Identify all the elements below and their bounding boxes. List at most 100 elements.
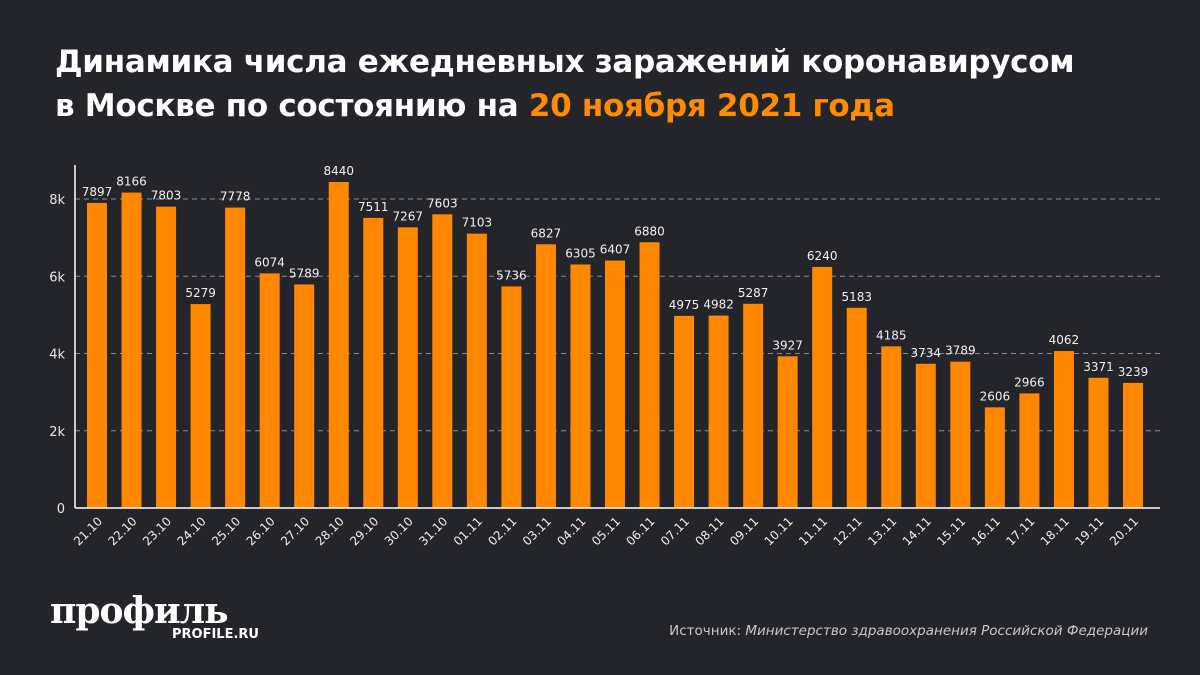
bar: [639, 242, 660, 508]
title-date: 20 ноября 2021 года: [528, 88, 895, 124]
bar: [1053, 351, 1074, 508]
x-tick-label: 27.10: [278, 514, 312, 548]
x-tick-label: 30.10: [382, 514, 416, 548]
x-tick-label: 31.10: [416, 514, 450, 548]
bar: [294, 284, 315, 508]
x-tick-label: 15.11: [934, 514, 968, 548]
x-tick-label: 17.11: [1003, 514, 1037, 548]
data-label: 4062: [1049, 333, 1080, 347]
bar: [225, 207, 246, 508]
bar: [1019, 393, 1040, 508]
bar: [156, 206, 177, 508]
x-tick-label: 05.11: [589, 514, 623, 548]
data-label: 3371: [1083, 360, 1114, 374]
bar: [605, 260, 625, 508]
data-label: 4982: [703, 298, 734, 312]
bar: [950, 361, 971, 508]
data-label: 6074: [254, 255, 285, 269]
bar: [87, 202, 107, 508]
x-tick-label: 28.10: [313, 514, 347, 548]
data-label: 7778: [220, 190, 251, 204]
data-label: 4185: [876, 328, 907, 342]
x-tick-label: 12.11: [831, 514, 865, 548]
data-label: 5736: [496, 268, 527, 282]
data-label: 3789: [945, 344, 976, 358]
title-line-2-prefix: в Москве по состоянию на: [55, 88, 529, 124]
x-tick-label: 22.10: [105, 514, 139, 548]
x-tick-label: 16.11: [969, 514, 1003, 548]
data-label: 5287: [738, 286, 769, 300]
title-line-2: в Москве по состоянию на 20 ноября 2021 …: [55, 84, 1074, 128]
x-tick-label: 03.11: [520, 514, 554, 548]
bar: [812, 266, 833, 508]
source-note: Источник: Министерство здравоохранения Р…: [669, 623, 1148, 639]
bar: [881, 346, 902, 508]
data-label: 3927: [772, 338, 803, 352]
data-label: 5279: [185, 286, 216, 300]
x-tick-label: 06.11: [623, 514, 657, 548]
x-tick-label: 13.11: [865, 514, 899, 548]
x-tick-label: 07.11: [658, 514, 692, 548]
bar: [984, 407, 1005, 508]
x-tick-label: 24.10: [175, 514, 209, 548]
y-tick-label: 2k: [49, 425, 65, 440]
x-tick-label: 23.10: [140, 514, 174, 548]
data-label: 8440: [323, 164, 354, 178]
data-label: 5789: [289, 266, 320, 280]
x-tick-label: 29.10: [347, 514, 381, 548]
x-tick-label: 25.10: [209, 514, 243, 548]
data-label: 2966: [1014, 375, 1045, 389]
source-name: Министерство здравоохранения Российской …: [745, 623, 1148, 639]
bar: [121, 192, 142, 508]
bar: [1088, 377, 1109, 508]
bar: [674, 315, 695, 508]
data-label: 7511: [358, 200, 389, 214]
bar: [846, 307, 867, 508]
logo: профиль: [50, 590, 229, 632]
bar: [535, 244, 556, 508]
bar: [777, 356, 798, 508]
bar: [915, 363, 936, 508]
x-tick-label: 02.11: [485, 514, 519, 548]
data-label: 7603: [427, 196, 458, 210]
data-label: 2606: [980, 389, 1011, 403]
x-tick-label: 20.11: [1107, 514, 1141, 548]
y-tick-label: 6k: [49, 270, 65, 285]
data-label: 7267: [393, 209, 424, 223]
bar: [1123, 382, 1143, 508]
bar: [397, 227, 418, 508]
data-label: 6880: [634, 224, 665, 238]
x-tick-label: 04.11: [554, 514, 588, 548]
data-label: 6240: [807, 249, 838, 263]
data-label: 3239: [1118, 365, 1149, 379]
bar: [328, 182, 349, 508]
x-tick-label: 09.11: [727, 514, 761, 548]
x-tick-label: 19.11: [1072, 514, 1106, 548]
data-label: 7897: [82, 185, 113, 199]
chart-title: Динамика числа ежедневных заражений коро…: [55, 40, 1075, 128]
y-tick-label: 4k: [49, 348, 65, 363]
data-label: 3734: [911, 346, 942, 360]
x-tick-label: 08.11: [693, 514, 727, 548]
x-tick-label: 26.10: [244, 514, 278, 548]
bar: [501, 286, 522, 508]
bar: [259, 273, 280, 508]
x-tick-label: 11.11: [796, 514, 830, 548]
data-label: 6827: [531, 226, 562, 240]
data-label: 7803: [151, 189, 182, 203]
title-line-1: Динамика числа ежедневных заражений коро…: [55, 44, 1075, 80]
data-label: 5183: [841, 290, 872, 304]
bar: [466, 233, 487, 509]
y-tick-label: 0: [57, 502, 65, 517]
x-tick-label: 18.11: [1038, 514, 1072, 548]
data-label: 6407: [600, 243, 631, 257]
data-label: 4975: [669, 298, 700, 312]
source-prefix: Источник:: [669, 623, 746, 639]
data-label: 6305: [565, 246, 596, 260]
y-tick-label: 8k: [49, 193, 65, 208]
x-tick-label: 14.11: [900, 514, 934, 548]
bar: [190, 304, 211, 508]
data-label: 8166: [116, 175, 147, 189]
bar: [743, 303, 764, 508]
